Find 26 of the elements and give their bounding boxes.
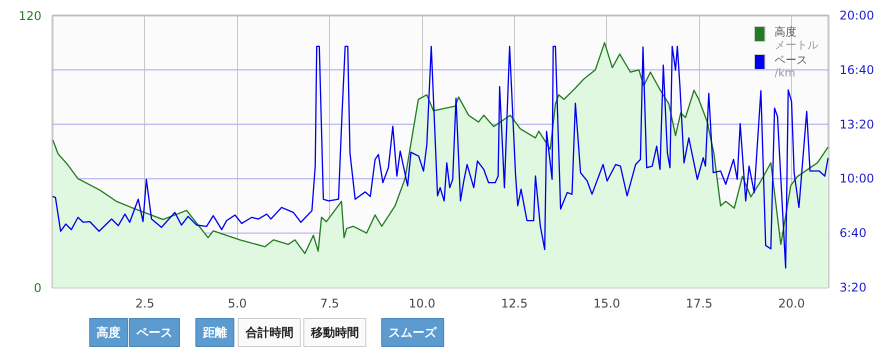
x-tick-label: 5.0 (228, 296, 247, 310)
legend-label: 高度 (774, 26, 796, 38)
x-tick-label: 17.5 (686, 296, 713, 310)
text: 合計時間 (244, 326, 294, 340)
x-tick-label: 12.5 (501, 296, 528, 310)
x-tick-label: 20.0 (778, 296, 805, 310)
y2-tick-label: 6:40 (840, 226, 866, 240)
legend-label: ペース (774, 54, 808, 66)
y2-tick-label: 16:40 (840, 62, 874, 77)
x-tick-label: 15.0 (593, 296, 620, 310)
x-tick-label: 7.5 (320, 296, 340, 310)
y2-tick-label: 20:00 (840, 8, 874, 22)
annotation: メートル (774, 38, 818, 52)
y2-tick-label: 13:20 (840, 117, 874, 132)
annotation: /km (774, 66, 796, 80)
y2-tick-label: 3:20 (840, 280, 866, 294)
x-tick-label: 10.0 (408, 296, 436, 310)
y-tick-label: 0 (34, 281, 42, 295)
text: ペース (135, 326, 172, 340)
text: 移動時間 (310, 326, 359, 340)
text: 距離 (202, 326, 227, 340)
y-tick-label: 120 (18, 9, 42, 23)
x-tick-label: 2.5 (135, 296, 154, 310)
text: スムーズ (388, 326, 438, 340)
y2-tick-label: 10:00 (840, 172, 874, 186)
text: 高度 (96, 326, 121, 340)
